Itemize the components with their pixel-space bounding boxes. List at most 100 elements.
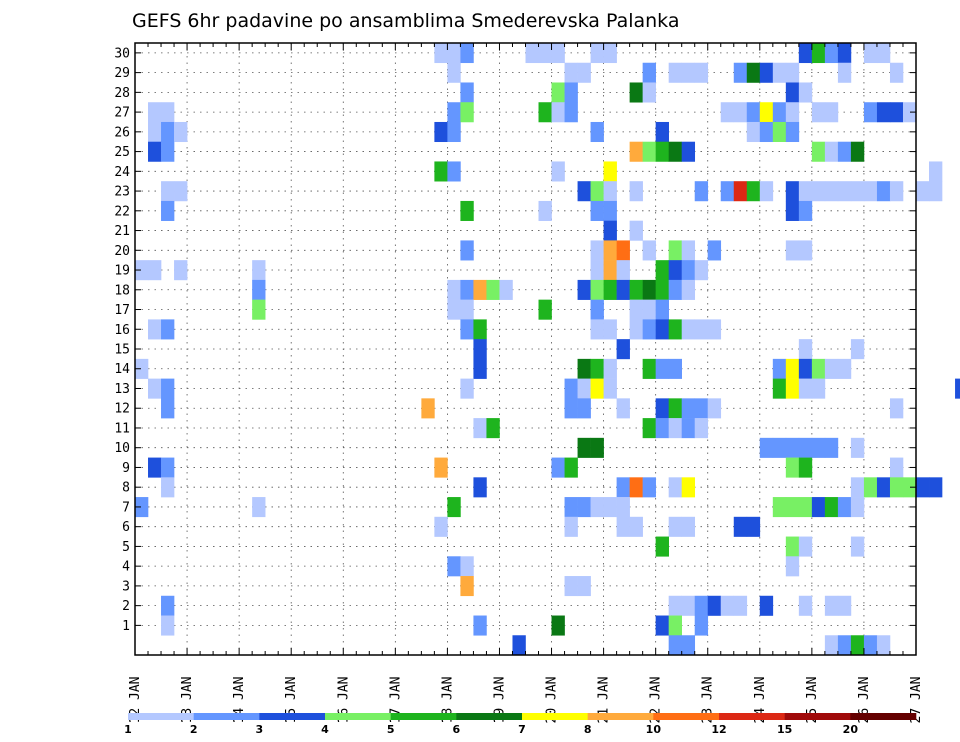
heatmap-cell (681, 260, 696, 281)
heatmap-cell (603, 161, 617, 182)
heatmap-cell (148, 102, 162, 123)
y-tick-label: 4 (122, 560, 130, 575)
heatmap-cell (473, 319, 487, 340)
heatmap-cell (499, 279, 513, 300)
heatmap-cell (889, 62, 904, 83)
heatmap-cell (785, 200, 800, 221)
heatmap-cell (434, 516, 448, 537)
heatmap-cell (824, 595, 839, 616)
heatmap-cell (902, 477, 917, 498)
heatmap-cell (772, 102, 787, 123)
y-tick-label: 30 (114, 46, 130, 61)
colorbar-segment (390, 713, 457, 720)
heatmap-cell (148, 141, 162, 162)
heatmap-cell (694, 181, 709, 202)
heatmap-cell (590, 378, 604, 399)
colorbar-label: 10 (646, 723, 662, 736)
heatmap-cell (161, 615, 175, 636)
heatmap-cell (707, 240, 722, 261)
heatmap-cell (603, 43, 617, 64)
heatmap-cell (642, 240, 656, 261)
x-tick-label: 26 JAN (857, 677, 872, 724)
heatmap-cell (642, 141, 656, 162)
heatmap-cell (629, 141, 643, 162)
heatmap-cell (681, 398, 696, 419)
heatmap-cell (929, 161, 943, 182)
heatmap-cell (577, 576, 591, 597)
heatmap-cell (863, 635, 878, 656)
y-tick-label: 27 (114, 106, 130, 121)
heatmap-cell (447, 102, 461, 123)
heatmap-cell (460, 43, 474, 64)
heatmap-cell (681, 635, 696, 656)
heatmap-cell (603, 497, 617, 518)
heatmap-cell (798, 457, 813, 478)
heatmap-cell (798, 536, 813, 557)
heatmap-cell (525, 43, 539, 64)
heatmap-cell (824, 437, 839, 458)
y-tick-label: 11 (114, 421, 130, 436)
heatmap-cell (876, 181, 891, 202)
heatmap-cell (916, 477, 930, 498)
heatmap-cell (590, 181, 604, 202)
heatmap-cell (694, 398, 709, 419)
heatmap-cell (720, 102, 735, 123)
heatmap-cell (629, 299, 643, 320)
heatmap-cell (733, 595, 748, 616)
heatmap-cell (616, 279, 630, 300)
heatmap-cell (590, 279, 604, 300)
heatmap-cell (785, 536, 800, 557)
heatmap-cell (551, 615, 565, 636)
heatmap-cell (811, 141, 826, 162)
y-tick-label: 23 (114, 185, 130, 200)
y-tick-label: 20 (114, 244, 130, 259)
colorbar-label: 3 (256, 723, 264, 736)
heatmap-cell (252, 299, 266, 320)
heatmap-cell (421, 398, 435, 419)
x-tick-label: 22 JAN (649, 677, 664, 724)
heatmap-cell (148, 457, 162, 478)
heatmap-cell (733, 62, 748, 83)
y-tick-label: 2 (122, 599, 130, 614)
heatmap-cell (642, 477, 656, 498)
heatmap-cell (707, 319, 722, 340)
heatmap-cell (824, 358, 839, 379)
heatmap-cell (629, 319, 643, 340)
heatmap-cell (577, 181, 591, 202)
heatmap-cell (447, 279, 461, 300)
heatmap-cell (460, 319, 474, 340)
heatmap-cell (889, 477, 904, 498)
heatmap-cell (642, 418, 656, 439)
heatmap-cell (590, 43, 604, 64)
heatmap-cell (473, 477, 487, 498)
heatmap-cell (551, 102, 565, 123)
y-tick-label: 25 (114, 145, 130, 160)
heatmap-cell (720, 181, 735, 202)
heatmap-cell (447, 497, 461, 518)
heatmap-cell (148, 260, 162, 281)
heatmap-cell (681, 418, 696, 439)
heatmap-cell (811, 378, 826, 399)
heatmap-cell (837, 595, 852, 616)
heatmap-cell (460, 378, 474, 399)
heatmap-cell (447, 121, 461, 143)
heatmap-cell (135, 358, 149, 379)
heatmap-cell (785, 378, 800, 399)
heatmap-cell (772, 437, 787, 458)
heatmap-cell (655, 299, 669, 320)
y-tick-label: 14 (114, 362, 130, 377)
x-tick-label: 21 JAN (597, 677, 612, 724)
heatmap-cell (577, 497, 591, 518)
heatmap-cell (798, 358, 813, 379)
heatmap-cell (434, 161, 448, 182)
heatmap-cell (148, 378, 162, 399)
heatmap-cell (681, 477, 696, 498)
y-tick-label: 6 (122, 520, 130, 535)
colorbar-segment (325, 713, 391, 720)
heatmap-cell (668, 635, 682, 656)
heatmap-cell (564, 62, 578, 83)
heatmap-cell (850, 141, 865, 162)
heatmap-cell (551, 457, 565, 478)
heatmap-cell (538, 299, 552, 320)
